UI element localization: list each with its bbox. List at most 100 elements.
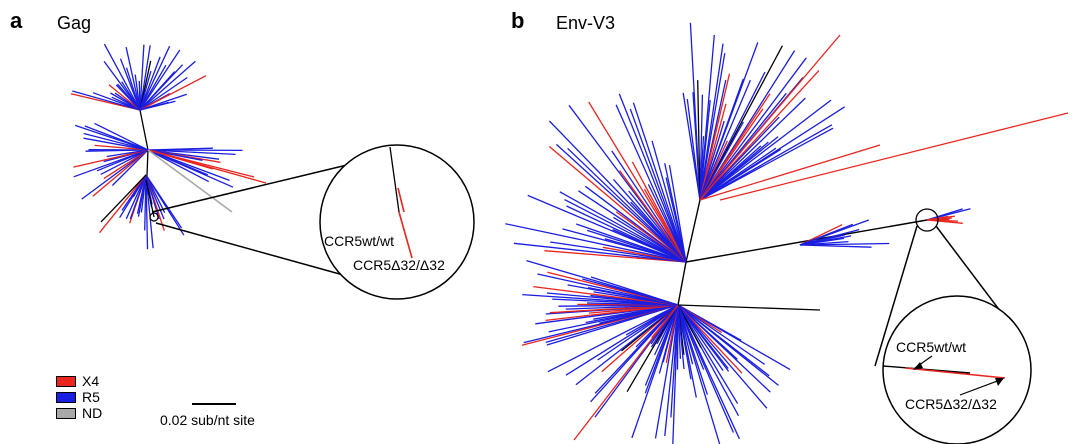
tree-branch [799, 219, 870, 246]
tree-branch [83, 137, 149, 151]
tree-branch [677, 304, 734, 433]
tree-branch [699, 100, 711, 201]
tree-branch [139, 45, 171, 111]
tree-branch [677, 304, 730, 372]
tree-branch [699, 99, 832, 201]
tree-branch [699, 53, 726, 201]
tree-branch [597, 304, 679, 361]
tree-branch [677, 304, 724, 371]
gag-tree [70, 43, 267, 250]
tree-branch [799, 242, 890, 246]
env-label-d32: CCR5Δ32/Δ32 [905, 396, 997, 412]
legend-label-r5: R5 [82, 389, 100, 405]
tree-branch [585, 185, 687, 263]
tree-branch [147, 149, 234, 188]
env-zoom-circle [882, 295, 1032, 444]
tree-branch [677, 304, 768, 409]
tree-branch [72, 90, 141, 111]
tree-branch [629, 108, 687, 263]
tree-branch [588, 101, 687, 263]
gag-zoom-source-circle [149, 212, 159, 222]
tree-branch [103, 43, 141, 111]
env-zoom-connector-left [874, 225, 918, 367]
tree-branch [699, 121, 744, 201]
tree-branch [686, 99, 701, 201]
tree-branch [139, 44, 145, 111]
legend: X4 R5 ND [56, 373, 102, 421]
tree-branch [594, 304, 679, 394]
tree-branch [134, 74, 141, 111]
tree-branch [632, 102, 687, 263]
panel-b-title: Env-V3 [556, 13, 616, 33]
tree-branch [677, 304, 766, 365]
tree-branch [94, 144, 149, 151]
tree-branch [799, 244, 872, 248]
tree-branch [566, 205, 687, 263]
legend-swatch-nd [56, 407, 76, 419]
tree-branch [544, 250, 687, 263]
tree-branch [677, 304, 721, 444]
scale-bar [192, 403, 236, 405]
tree-branch [136, 174, 147, 214]
tree-branch [668, 165, 687, 263]
tree-branch [699, 97, 806, 201]
tree-branch [613, 178, 687, 263]
legend-label-nd: ND [82, 405, 103, 421]
gag-zoom-branch-x4 [398, 211, 413, 259]
tree-branch [147, 149, 210, 183]
scale-bar-label: 0.02 sub/nt site [160, 412, 255, 428]
tree-branch [547, 304, 679, 373]
panel-a-title: Gag [57, 13, 92, 33]
tree-branch [611, 150, 687, 263]
tree-branch [550, 241, 687, 263]
tree-branch [139, 109, 149, 151]
tree-branch [677, 304, 705, 370]
gag-zoom-branch-x4-b [397, 187, 405, 213]
tree-branch [92, 149, 149, 197]
tree-branch [100, 174, 147, 223]
tree-branch [719, 112, 1069, 201]
tree-branch [677, 304, 692, 380]
tree-branch [677, 304, 739, 404]
legend-item-nd: ND [56, 405, 102, 421]
tree-branch [615, 104, 687, 263]
tree-branch [697, 80, 701, 201]
tree-branch [559, 191, 687, 263]
tree-branch [555, 143, 687, 263]
tree-branch [575, 304, 679, 386]
tree-branch [145, 179, 155, 218]
gag-zoom-connector-top [151, 164, 348, 213]
tree-branch [548, 120, 687, 263]
tree-branch [699, 79, 751, 201]
tree-branch [147, 149, 267, 184]
tree-branch [144, 174, 147, 231]
tree-branch [590, 276, 679, 306]
legend-swatch-r5 [56, 391, 76, 403]
tree-branch [664, 163, 687, 263]
env-v3-tree [505, 22, 1069, 444]
tree-branch [578, 190, 687, 263]
tree-branch [139, 100, 176, 111]
tree-branch [677, 304, 779, 386]
tree-branch [526, 259, 679, 306]
tree-branch [108, 84, 141, 111]
tree-branch [699, 116, 780, 201]
tree-branch [618, 93, 687, 263]
tree-branch [699, 108, 764, 201]
legend-swatch-x4 [56, 375, 76, 387]
tree-branch [699, 42, 759, 201]
gag-zoom-callout: CCR5wt/wt CCR5Δ32/Δ32 [149, 144, 475, 300]
tree-branch [926, 219, 963, 224]
tree-branch [111, 149, 149, 186]
tree-branch [677, 304, 771, 393]
env-arrow-d32-head [995, 378, 1004, 386]
tree-branch [699, 34, 841, 201]
tree-branch [505, 223, 687, 263]
tree-branch [139, 76, 188, 111]
tree-branch [677, 304, 821, 311]
gag-zoom-branch-internal [389, 146, 400, 213]
panel-a-letter: a [10, 8, 23, 33]
tree-branch [147, 149, 233, 213]
